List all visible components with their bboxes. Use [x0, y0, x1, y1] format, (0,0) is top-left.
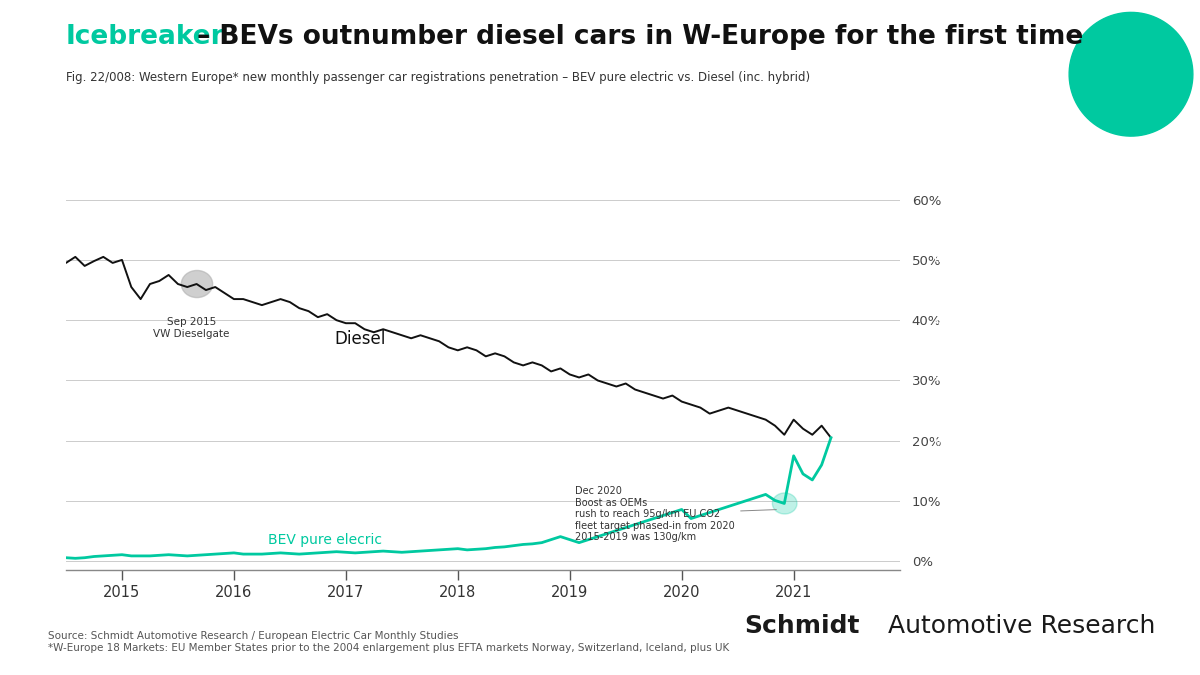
Ellipse shape: [181, 271, 212, 298]
Text: BEV pure elecric: BEV pure elecric: [268, 533, 382, 547]
Text: BEV gained extra lift in
the final month of 2021
thanks to the Tesla end of
quar: BEV gained extra lift in the final month…: [934, 241, 1114, 462]
Text: – BEVs outnumber diesel cars in W-Europe for the first time: – BEVs outnumber diesel cars in W-Europe…: [188, 24, 1084, 50]
Text: Fig. 22/008: Western Europe* new monthly passenger car registrations penetration: Fig. 22/008: Western Europe* new monthly…: [66, 71, 810, 84]
Text: Sep 2015
VW Dieselgate: Sep 2015 VW Dieselgate: [154, 317, 229, 339]
Text: Diesel: 18.6%: Diesel: 18.6%: [934, 221, 1015, 234]
Text: Schmidt: Schmidt: [744, 614, 859, 639]
Text: December 2021: December 2021: [934, 186, 1037, 198]
Polygon shape: [1069, 12, 1193, 136]
Text: Dec 2020
Boost as OEMs
rush to reach 95g/km EU CO2
fleet target phased-in from 2: Dec 2020 Boost as OEMs rush to reach 95g…: [575, 486, 776, 543]
Text: Icebreaker: Icebreaker: [66, 24, 224, 50]
Text: BEV: 20.5%: BEV: 20.5%: [934, 205, 1001, 218]
Text: Diesel: Diesel: [335, 330, 386, 348]
Text: Source: Schmidt Automotive Research / European Electric Car Monthly Studies
*W-E: Source: Schmidt Automotive Research / Eu…: [48, 631, 730, 653]
Ellipse shape: [773, 493, 797, 514]
Text: Automotive Research: Automotive Research: [880, 614, 1154, 639]
